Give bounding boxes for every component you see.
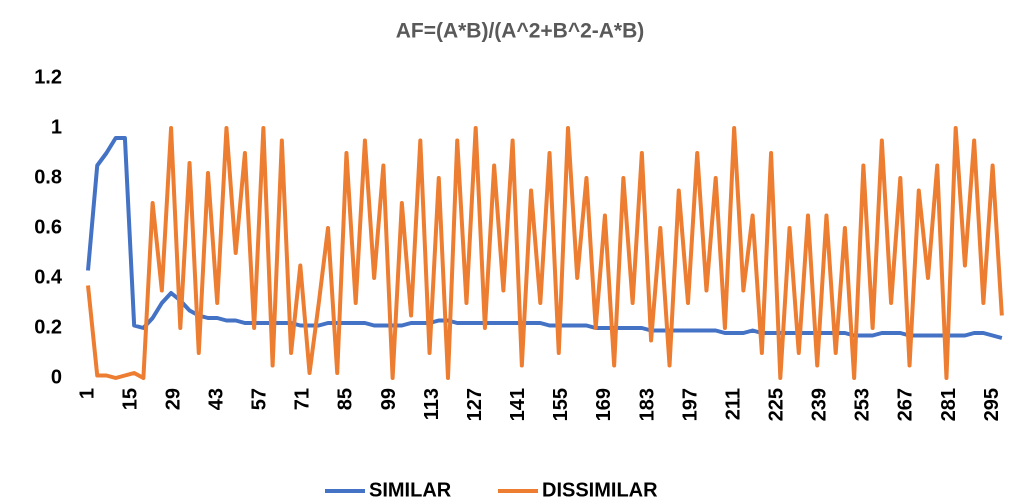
y-tick-label: 1 [51, 116, 62, 138]
y-tick-label: 0.4 [34, 266, 63, 288]
y-tick-label: 0.6 [34, 216, 62, 238]
x-tick-label: 57 [249, 388, 271, 410]
x-tick-label: 15 [119, 388, 141, 410]
y-tick-label: 0.8 [34, 166, 62, 188]
x-tick-label: 225 [766, 388, 788, 421]
y-tick-label: 1.2 [34, 66, 62, 88]
x-tick-label: 99 [378, 388, 400, 410]
x-tick-label: 141 [507, 388, 529, 421]
y-tick-label: 0.2 [34, 316, 62, 338]
x-tick-label: 71 [292, 388, 314, 410]
x-tick-label: 239 [809, 388, 831, 421]
series-line [86, 126, 1004, 380]
x-tick-label: 197 [679, 388, 701, 421]
x-tick-label: 113 [421, 388, 443, 420]
legend-label: DISSIMILAR [542, 479, 658, 501]
legend-label: SIMILAR [369, 479, 452, 501]
x-tick-label: 43 [206, 388, 228, 410]
x-tick-label: 211 [722, 388, 744, 420]
x-tick-label: 127 [464, 388, 486, 421]
x-tick-label: 169 [593, 388, 615, 421]
x-tick-label: 1 [76, 388, 98, 399]
x-tick-label: 155 [550, 388, 572, 421]
x-tick-label: 253 [852, 388, 874, 421]
y-tick-label: 0 [51, 366, 62, 388]
x-tick-label: 183 [636, 388, 658, 421]
x-tick-label: 267 [895, 388, 917, 421]
chart-title: AF=(A*B)/(A^2+B^2-A*B) [396, 20, 645, 43]
x-tick-label: 281 [938, 388, 960, 421]
x-tick-label: 29 [162, 388, 184, 410]
x-tick-label: 85 [335, 388, 357, 410]
x-tick-label: 295 [981, 388, 1003, 421]
